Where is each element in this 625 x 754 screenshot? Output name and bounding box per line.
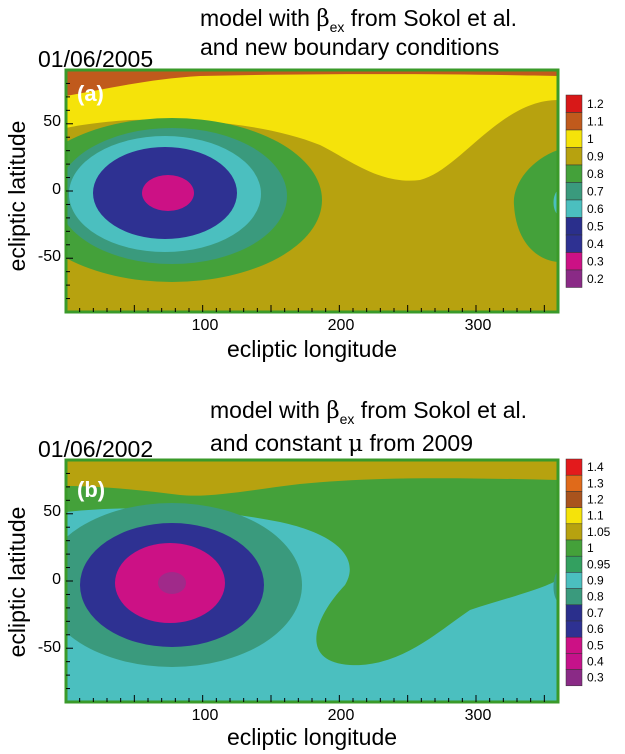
colorbar-swatch bbox=[565, 269, 583, 288]
panel-b-level-0.4 bbox=[158, 572, 186, 594]
panel-b-x-tick: 100 bbox=[192, 707, 219, 724]
colorbar-label: 0.7 bbox=[587, 184, 604, 198]
panel-b-level-1.05 bbox=[66, 460, 558, 496]
panel-b-x-tick: 200 bbox=[328, 707, 355, 724]
panel-b-contour-field bbox=[66, 460, 558, 702]
colorbar-swatch bbox=[565, 555, 583, 573]
panel-a-date: 01/06/2005 bbox=[38, 46, 153, 72]
colorbar-swatch bbox=[565, 129, 583, 148]
panel-b-date: 01/06/2002 bbox=[38, 436, 153, 462]
colorbar-swatch bbox=[565, 164, 583, 183]
panel-b-y-tick: 0 bbox=[52, 571, 61, 588]
panel-b-axis-ticks bbox=[66, 472, 545, 702]
colorbar-swatch bbox=[565, 458, 583, 476]
colorbar-label: 0.6 bbox=[587, 202, 604, 216]
panel-a-y-axis-label: ecliptic latitude bbox=[4, 121, 30, 272]
colorbar-swatch bbox=[565, 669, 583, 687]
panel-a-x-tick: 200 bbox=[328, 317, 355, 334]
colorbar-swatch bbox=[565, 539, 583, 557]
colorbar-label: 0.5 bbox=[587, 638, 604, 652]
colorbar-label: 1.05 bbox=[587, 525, 611, 539]
panel-a-axis-ticks bbox=[66, 82, 545, 312]
colorbar-swatch bbox=[565, 94, 583, 113]
panel-a-level-1.1 bbox=[66, 70, 558, 96]
panel-a-label: (a) bbox=[77, 81, 104, 106]
colorbar-swatch bbox=[565, 604, 583, 622]
colorbar-label: 0.8 bbox=[587, 167, 604, 181]
colorbar-swatch bbox=[565, 234, 583, 253]
colorbar-swatch bbox=[565, 620, 583, 638]
panel-a-x-axis-label: ecliptic longitude bbox=[227, 336, 397, 362]
colorbar-swatch bbox=[565, 112, 583, 131]
colorbar-swatch bbox=[565, 588, 583, 606]
panel-b-label: (b) bbox=[77, 477, 105, 502]
panel-a-y-tick: 0 bbox=[52, 181, 61, 198]
panel-a-x-tick: 100 bbox=[192, 317, 219, 334]
colorbar-label: 1.1 bbox=[587, 114, 604, 128]
colorbar-swatch bbox=[565, 636, 583, 654]
colorbar-label: 0.7 bbox=[587, 606, 604, 620]
colorbar-label: 0.95 bbox=[587, 557, 611, 571]
panel-a-y-tick: 50 bbox=[43, 113, 61, 130]
colorbar-swatch bbox=[565, 199, 583, 218]
colorbar-label: 0.9 bbox=[587, 574, 604, 588]
colorbar-label: 0.9 bbox=[587, 149, 604, 163]
colorbar-label: 1.2 bbox=[587, 493, 604, 507]
panel-a-y-tick: -50 bbox=[38, 248, 61, 265]
panel-b-title-line2: and constant μ from 2009 bbox=[210, 430, 473, 457]
colorbar-swatch bbox=[565, 147, 583, 166]
panel-a-colorbar: 1.2 1.1 1 0.9 0.8 0.7 0.6 0.5 0.4 0.3 0.2 bbox=[565, 94, 604, 288]
colorbar-label: 1.2 bbox=[587, 97, 604, 111]
panel-a-x-tick: 300 bbox=[465, 317, 492, 334]
colorbar-label: 0.3 bbox=[587, 671, 604, 685]
panel-b-level-0.95 bbox=[66, 460, 558, 666]
colorbar-label: 1.4 bbox=[587, 460, 604, 474]
panel-a-level-0.3 bbox=[142, 175, 194, 211]
panel-a-title-line2: and new boundary conditions bbox=[200, 34, 499, 60]
colorbar-label: 0.2 bbox=[587, 272, 604, 286]
panel-b-colorbar: 1.4 1.3 1.2 1.1 1.05 1 0.95 0.9 0.8 0.7 0.6 0.5 0.4 0… bbox=[565, 458, 611, 687]
colorbar-swatch bbox=[565, 507, 583, 525]
colorbar-label: 0.4 bbox=[587, 655, 604, 669]
colorbar-label: 1.1 bbox=[587, 509, 604, 523]
panel-b-x-tick: 300 bbox=[465, 707, 492, 724]
colorbar-swatch bbox=[565, 523, 583, 541]
colorbar-swatch bbox=[565, 572, 583, 589]
colorbar-label: 0.6 bbox=[587, 622, 604, 636]
panel-b-title-line1: model with βex from Sokol et al. bbox=[210, 397, 527, 427]
colorbar-swatch bbox=[565, 182, 583, 201]
colorbar-swatch bbox=[565, 474, 583, 492]
panel-b-x-axis-label: ecliptic longitude bbox=[227, 724, 397, 750]
colorbar-label: 0.5 bbox=[587, 219, 604, 233]
colorbar-swatch bbox=[565, 491, 583, 508]
panel-b-y-axis-label: ecliptic latitude bbox=[4, 507, 30, 658]
colorbar-label: 0.3 bbox=[587, 254, 604, 268]
panel-b: model with βex from Sokol et al. and con… bbox=[4, 397, 611, 750]
panel-a-contour-field bbox=[66, 70, 558, 312]
panel-b-y-tick: -50 bbox=[38, 639, 61, 656]
colorbar-label: 0.8 bbox=[587, 590, 604, 604]
panel-a: model with βex from Sokol et al. and new… bbox=[4, 5, 604, 362]
panel-b-y-tick: 50 bbox=[43, 503, 61, 520]
colorbar-swatch bbox=[565, 653, 583, 670]
colorbar-label: 1 bbox=[587, 132, 594, 146]
colorbar-label: 1 bbox=[587, 541, 594, 555]
colorbar-swatch bbox=[565, 217, 583, 236]
panel-a-level-1 bbox=[66, 70, 558, 181]
colorbar-swatch bbox=[565, 252, 583, 271]
panel-a-right-feature bbox=[513, 150, 558, 262]
panel-a-title-line1: model with βex from Sokol et al. bbox=[200, 5, 517, 35]
colorbar-label: 1.3 bbox=[587, 476, 604, 490]
colorbar-label: 0.4 bbox=[587, 237, 604, 251]
